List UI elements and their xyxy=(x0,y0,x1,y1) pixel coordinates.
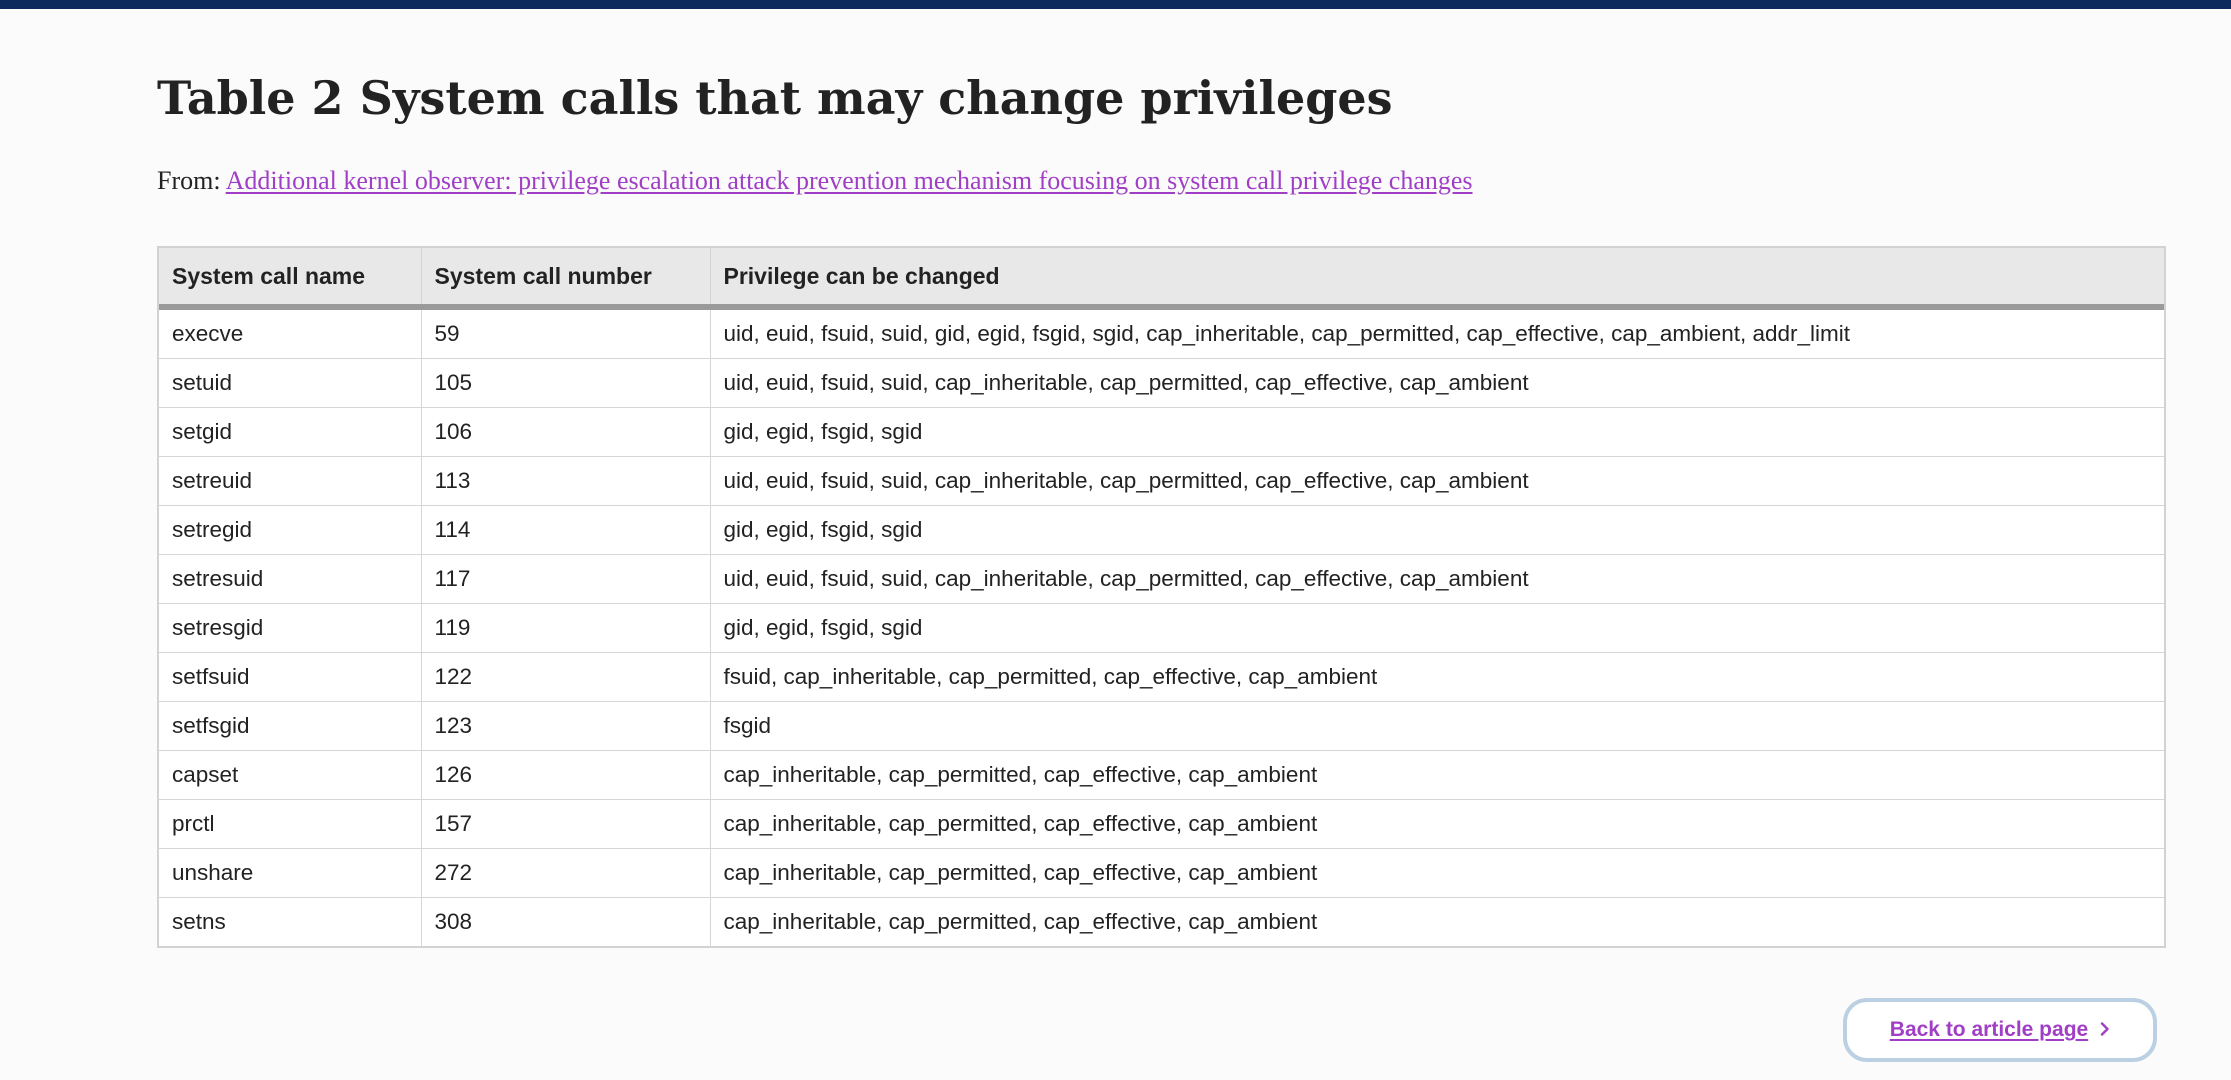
cell-syscall-name: setreuid xyxy=(159,457,421,506)
chevron-right-icon xyxy=(2100,1018,2110,1042)
cell-privileges: fsgid xyxy=(710,702,2164,751)
cell-syscall-name: setresgid xyxy=(159,604,421,653)
back-to-article-button[interactable]: Back to article page xyxy=(1843,998,2157,1062)
cell-syscall-name: capset xyxy=(159,751,421,800)
cell-syscall-name: setresuid xyxy=(159,555,421,604)
data-table: System call name System call number Priv… xyxy=(159,248,2164,946)
source-article-link[interactable]: Additional kernel observer: privilege es… xyxy=(226,166,1473,195)
cell-syscall-number: 308 xyxy=(421,898,710,947)
table-row: setresuid 117 uid, euid, fsuid, suid, cap_… xyxy=(159,555,2164,604)
cell-syscall-name: unshare xyxy=(159,849,421,898)
cell-privileges: gid, egid, fsgid, sgid xyxy=(710,408,2164,457)
source-line: From: Additional kernel observer: privil… xyxy=(157,164,1473,198)
cell-privileges: cap_inheritable, cap_permitted, cap_effe… xyxy=(710,849,2164,898)
from-label: From: xyxy=(157,166,221,195)
cell-syscall-name: execve xyxy=(159,307,421,359)
cell-privileges: uid, euid, fsuid, suid, cap_inheritable,… xyxy=(710,359,2164,408)
cell-privileges: cap_inheritable, cap_permitted, cap_effe… xyxy=(710,751,2164,800)
cell-syscall-name: setregid xyxy=(159,506,421,555)
cell-syscall-name: setns xyxy=(159,898,421,947)
cell-privileges: cap_inheritable, cap_permitted, cap_effe… xyxy=(710,898,2164,947)
cell-syscall-name: setuid xyxy=(159,359,421,408)
cell-syscall-number: 157 xyxy=(421,800,710,849)
back-button-label: Back to article page xyxy=(1890,1018,2088,1042)
cell-privileges: uid, euid, fsuid, suid, gid, egid, fsgid… xyxy=(710,307,2164,359)
system-calls-table: System call name System call number Priv… xyxy=(157,246,2166,948)
cell-privileges: uid, euid, fsuid, suid, cap_inheritable,… xyxy=(710,555,2164,604)
cell-syscall-number: 105 xyxy=(421,359,710,408)
column-header-number: System call number xyxy=(421,248,710,307)
cell-syscall-name: setfsuid xyxy=(159,653,421,702)
cell-syscall-number: 123 xyxy=(421,702,710,751)
cell-syscall-number: 59 xyxy=(421,307,710,359)
cell-privileges: gid, egid, fsgid, sgid xyxy=(710,604,2164,653)
cell-syscall-number: 117 xyxy=(421,555,710,604)
table-row: capset 126 cap_inheritable, cap_permitted,… xyxy=(159,751,2164,800)
table-row: setreuid 113 uid, euid, fsuid, suid, cap_i… xyxy=(159,457,2164,506)
table-row: unshare 272 cap_inheritable, cap_permitted… xyxy=(159,849,2164,898)
cell-syscall-number: 272 xyxy=(421,849,710,898)
cell-syscall-number: 122 xyxy=(421,653,710,702)
table-row: setfsuid 122 fsuid, cap_inheritable, cap_p… xyxy=(159,653,2164,702)
cell-syscall-number: 113 xyxy=(421,457,710,506)
table-row: setresgid 119 gid, egid, fsgid, sgid xyxy=(159,604,2164,653)
cell-syscall-number: 106 xyxy=(421,408,710,457)
table-row: prctl 157 cap_inheritable, cap_permitted, … xyxy=(159,800,2164,849)
column-header-name: System call name xyxy=(159,248,421,307)
cell-syscall-number: 126 xyxy=(421,751,710,800)
top-accent-bar xyxy=(0,0,2231,9)
cell-privileges: gid, egid, fsgid, sgid xyxy=(710,506,2164,555)
cell-privileges: uid, euid, fsuid, suid, cap_inheritable,… xyxy=(710,457,2164,506)
table-header-row: System call name System call number Priv… xyxy=(159,248,2164,307)
table-row: setuid 105 uid, euid, fsuid, suid, cap_inh… xyxy=(159,359,2164,408)
cell-syscall-name: prctl xyxy=(159,800,421,849)
page-title: Table 2 System calls that may change pri… xyxy=(157,68,1393,128)
table-body: execve 59 uid, euid, fsuid, suid, gid, egi… xyxy=(159,307,2164,946)
table-row: setregid 114 gid, egid, fsgid, sgid xyxy=(159,506,2164,555)
column-header-privileges: Privilege can be changed xyxy=(710,248,2164,307)
table-row: setfsgid 123 fsgid xyxy=(159,702,2164,751)
table-row: execve 59 uid, euid, fsuid, suid, gid, egi… xyxy=(159,307,2164,359)
cell-syscall-name: setfsgid xyxy=(159,702,421,751)
table-row: setgid 106 gid, egid, fsgid, sgid xyxy=(159,408,2164,457)
cell-syscall-number: 114 xyxy=(421,506,710,555)
table-row: setns 308 cap_inheritable, cap_permitted, … xyxy=(159,898,2164,947)
cell-syscall-number: 119 xyxy=(421,604,710,653)
cell-privileges: cap_inheritable, cap_permitted, cap_effe… xyxy=(710,800,2164,849)
cell-syscall-name: setgid xyxy=(159,408,421,457)
cell-privileges: fsuid, cap_inheritable, cap_permitted, c… xyxy=(710,653,2164,702)
